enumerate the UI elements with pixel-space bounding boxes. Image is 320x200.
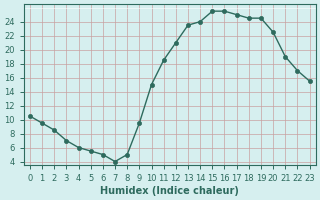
X-axis label: Humidex (Indice chaleur): Humidex (Indice chaleur) (100, 186, 239, 196)
